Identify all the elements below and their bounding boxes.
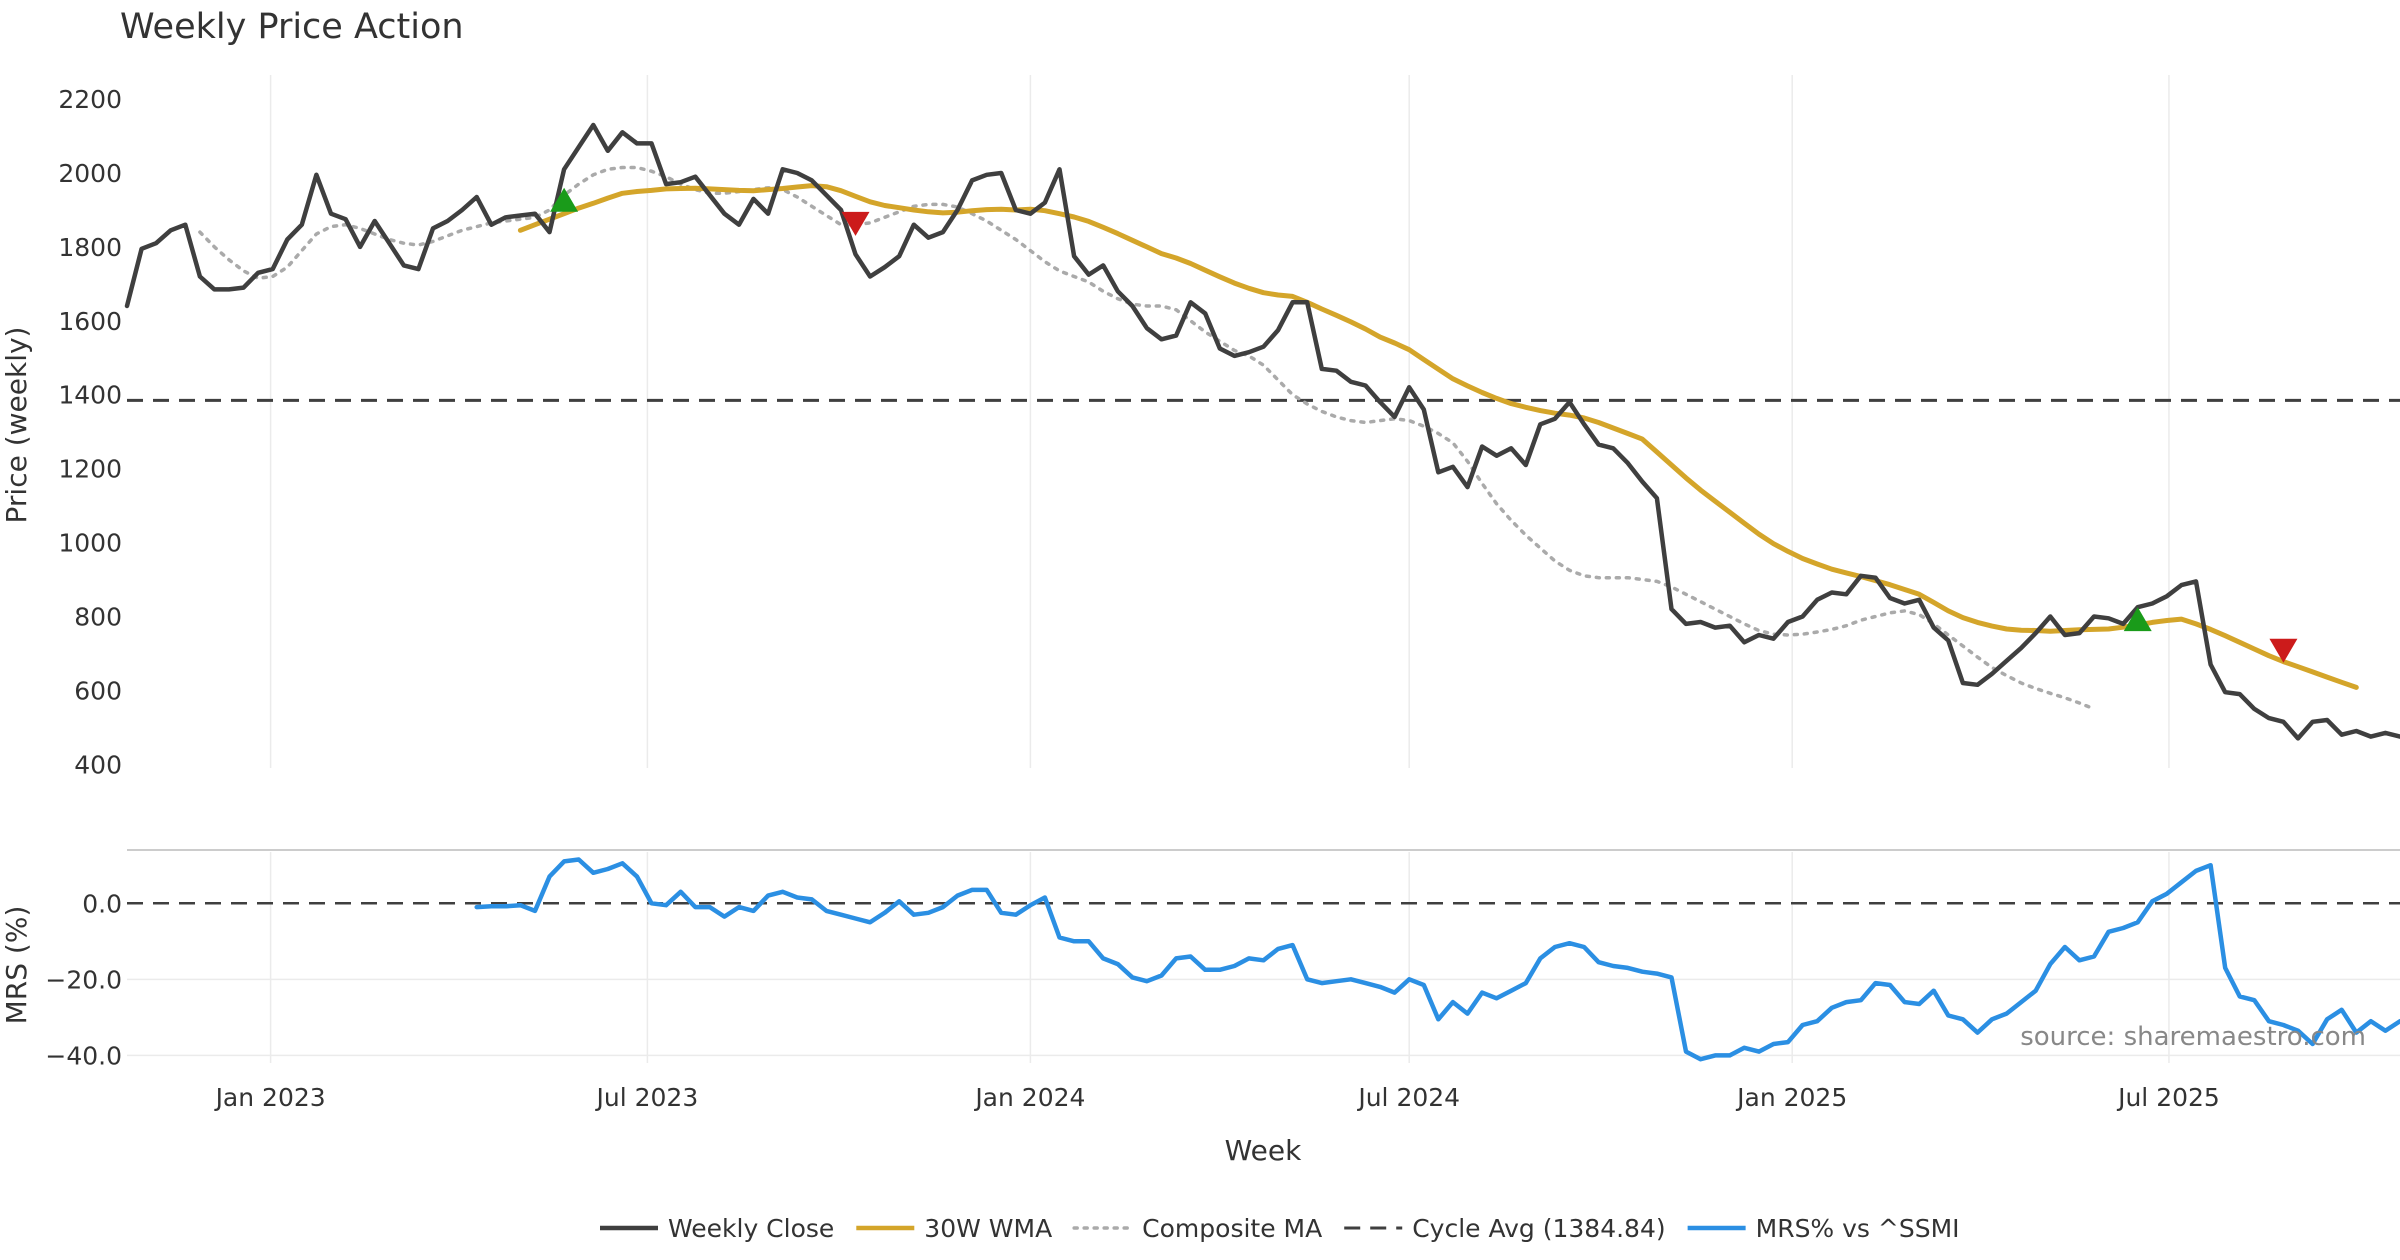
price-y-axis-label: Price (weekly) bbox=[0, 327, 33, 524]
x-tick-label: Jan 2024 bbox=[973, 1083, 1085, 1112]
price-y-tick-label: 800 bbox=[74, 602, 122, 631]
buy-signal-marker bbox=[550, 187, 579, 212]
price-y-tick-label: 2200 bbox=[58, 85, 122, 114]
price-y-tick-label: 1000 bbox=[58, 529, 122, 558]
price-panel bbox=[124, 122, 2400, 741]
legend-label: 30W WMA bbox=[924, 1214, 1052, 1243]
mrs-y-tick-label: 0.0 bbox=[82, 889, 122, 918]
legend: Weekly Close 30W WMA Composite MA Cycle Avg… bbox=[600, 1214, 1960, 1243]
mrs-y-ticks: 0.0 −20.0 −40.0 bbox=[45, 889, 122, 1070]
mrs-y-axis-label: MRS (%) bbox=[0, 906, 33, 1025]
series-line-mrs-vs-ssmi bbox=[474, 857, 2400, 1062]
x-axis-label: Week bbox=[1225, 1134, 1302, 1167]
price-y-ticks: 400 600 800 1000 1200 1400 1600 1800 2000 2200 bbox=[58, 85, 122, 779]
price-y-tick-label: 1200 bbox=[58, 455, 122, 484]
mrs-y-tick-label: −40.0 bbox=[45, 1041, 122, 1070]
price-y-tick-label: 1800 bbox=[58, 233, 122, 262]
x-tick-label: Jul 2025 bbox=[2116, 1083, 2220, 1112]
sell-signal-marker bbox=[841, 211, 870, 236]
chart-title: Weekly Price Action bbox=[120, 7, 464, 47]
price-y-tick-label: 600 bbox=[74, 676, 122, 705]
legend-label: Weekly Close bbox=[668, 1214, 834, 1243]
x-tick-label: Jul 2024 bbox=[1356, 1083, 1460, 1112]
legend-label: Cycle Avg (1384.84) bbox=[1412, 1214, 1665, 1243]
price-y-tick-label: 400 bbox=[74, 750, 122, 779]
source-note: source: sharemaestro.com bbox=[2020, 1022, 2366, 1052]
series-line-30w-wma bbox=[517, 183, 2359, 690]
x-tick-label: Jan 2023 bbox=[214, 1083, 326, 1112]
mrs-panel bbox=[127, 857, 2400, 1062]
legend-label: Composite MA bbox=[1142, 1214, 1322, 1243]
legend-label: MRS% vs ^SSMI bbox=[1756, 1214, 1960, 1243]
buy-signal-marker bbox=[2123, 607, 2152, 632]
price-y-tick-label: 1400 bbox=[58, 381, 122, 410]
price-gridlines bbox=[269, 75, 2170, 768]
series-line-weekly-close bbox=[124, 122, 2400, 741]
x-tick-label: Jul 2023 bbox=[595, 1083, 699, 1112]
mrs-y-tick-label: −20.0 bbox=[45, 965, 122, 994]
mrs-gridlines bbox=[127, 852, 2400, 1063]
sell-signal-marker bbox=[2269, 638, 2298, 663]
x-ticks: Jan 2023 Jul 2023 Jan 2024 Jul 2024 Jan 2025… bbox=[214, 1083, 2220, 1112]
price-y-tick-label: 2000 bbox=[58, 159, 122, 188]
price-y-tick-label: 1600 bbox=[58, 307, 122, 336]
x-tick-label: Jan 2025 bbox=[1735, 1083, 1847, 1112]
